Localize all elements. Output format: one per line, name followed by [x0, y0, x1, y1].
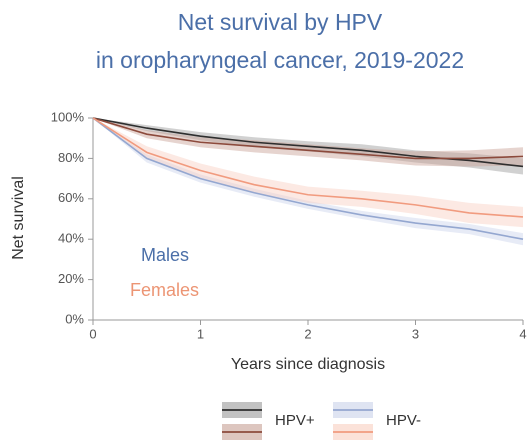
annotation: Females — [130, 280, 199, 300]
x-tick-label: 3 — [412, 326, 419, 341]
x-axis-label: Years since diagnosis — [231, 356, 385, 373]
y-tick-label: 20% — [58, 271, 84, 286]
legend-label: HPV+ — [275, 412, 315, 429]
chart-title: in oropharyngeal cancer, 2019-2022 — [96, 47, 464, 73]
y-tick-label: 80% — [58, 150, 84, 165]
survival-line — [92, 117, 524, 218]
legend-label: HPV- — [386, 412, 421, 429]
x-tick-label: 0 — [89, 326, 96, 341]
y-tick-label: 0% — [65, 311, 84, 326]
x-tick-label: 1 — [197, 326, 204, 341]
annotation: Males — [141, 245, 189, 265]
chart-title: Net survival by HPV — [178, 9, 383, 35]
y-tick-label: 100% — [51, 109, 85, 124]
survival-line — [92, 117, 524, 160]
confidence-band — [93, 118, 523, 228]
confidence-band — [93, 118, 523, 167]
y-tick-label: 60% — [58, 190, 84, 205]
confidence-band — [93, 118, 523, 246]
y-axis-label: Net survival — [10, 176, 27, 260]
x-tick-label: 2 — [304, 326, 311, 341]
x-tick-label: 4 — [519, 326, 526, 341]
y-tick-label: 40% — [58, 231, 84, 246]
survival-line — [92, 117, 524, 240]
